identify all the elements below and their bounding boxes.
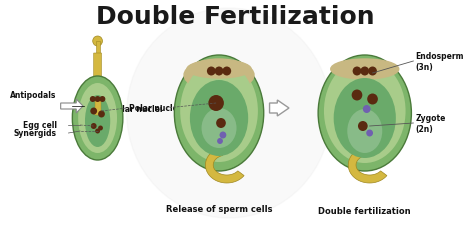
Text: Polar nuclei: Polar nuclei (128, 104, 180, 113)
Ellipse shape (174, 56, 264, 171)
Polygon shape (94, 54, 101, 103)
Ellipse shape (367, 94, 378, 105)
Ellipse shape (95, 129, 100, 134)
Ellipse shape (366, 130, 373, 137)
Text: shaalaa.com: shaalaa.com (183, 109, 245, 119)
Text: Endosperm
(3n): Endosperm (3n) (415, 52, 464, 71)
Ellipse shape (207, 67, 216, 76)
Ellipse shape (363, 106, 371, 113)
Ellipse shape (216, 119, 226, 128)
Ellipse shape (368, 67, 377, 76)
Text: Double fertilization: Double fertilization (319, 207, 411, 216)
Ellipse shape (95, 97, 100, 103)
Ellipse shape (217, 138, 223, 144)
Ellipse shape (358, 122, 368, 131)
Ellipse shape (215, 67, 223, 76)
Ellipse shape (190, 81, 248, 156)
Text: Zygote
(2n): Zygote (2n) (415, 114, 446, 133)
Ellipse shape (219, 132, 226, 139)
Text: Synergids: Synergids (14, 129, 57, 138)
Ellipse shape (91, 123, 97, 129)
Ellipse shape (334, 79, 396, 158)
Ellipse shape (182, 62, 256, 161)
Ellipse shape (222, 67, 231, 76)
Polygon shape (348, 148, 387, 183)
Text: Double Fertilization: Double Fertilization (96, 5, 375, 29)
Ellipse shape (184, 60, 254, 92)
Ellipse shape (187, 61, 251, 79)
Ellipse shape (209, 96, 224, 112)
Polygon shape (61, 100, 83, 113)
Ellipse shape (180, 61, 258, 162)
Text: Egg cell: Egg cell (23, 121, 57, 130)
Polygon shape (95, 102, 100, 116)
Ellipse shape (353, 67, 361, 76)
Circle shape (127, 9, 331, 218)
Ellipse shape (78, 84, 117, 153)
Ellipse shape (324, 60, 406, 163)
Ellipse shape (90, 97, 96, 103)
Text: Release of sperm cells: Release of sperm cells (166, 205, 272, 214)
Ellipse shape (318, 56, 411, 171)
Ellipse shape (85, 96, 110, 147)
Polygon shape (96, 42, 100, 54)
Ellipse shape (91, 108, 97, 115)
Ellipse shape (93, 37, 102, 47)
Ellipse shape (98, 111, 105, 118)
Polygon shape (205, 148, 244, 183)
Ellipse shape (360, 67, 369, 76)
Text: Antipodals: Antipodals (10, 91, 57, 100)
Ellipse shape (331, 60, 399, 80)
Ellipse shape (73, 77, 123, 160)
Polygon shape (270, 100, 289, 116)
Ellipse shape (201, 109, 237, 148)
Ellipse shape (100, 97, 105, 103)
Ellipse shape (347, 109, 382, 153)
Ellipse shape (98, 126, 103, 131)
Text: Polar nuclei: Polar nuclei (111, 105, 163, 114)
Ellipse shape (352, 90, 362, 101)
